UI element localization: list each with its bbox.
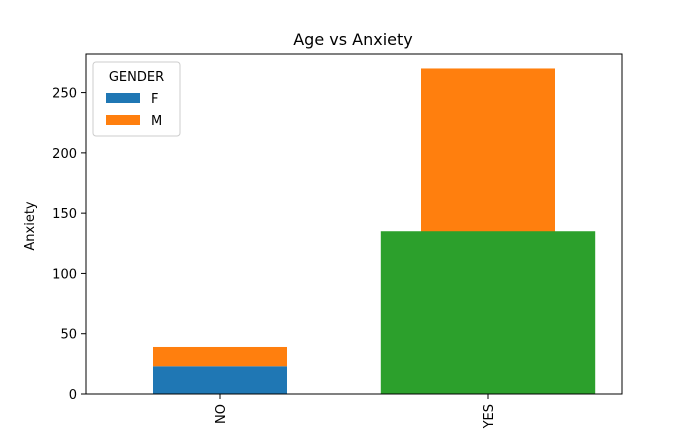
bar-f-no (153, 366, 287, 394)
plot-frame (85, 53, 623, 395)
y-tick-label: 150 (52, 207, 77, 222)
legend-label-f: F (151, 92, 158, 107)
bar-overlay-yes (380, 231, 596, 394)
x-tick-label-no: NO (214, 404, 229, 424)
legend-title: GENDER (109, 70, 164, 85)
legend-label-m: M (151, 114, 162, 129)
chart-title: Age vs Anxiety (293, 30, 413, 49)
y-tick-label: 200 (52, 147, 77, 162)
legend-swatch-f (106, 93, 140, 103)
y-axis-label: Anxiety (23, 201, 38, 251)
y-tick-label: 250 (52, 87, 77, 102)
legend: GENDER FM (92, 61, 181, 137)
y-tick-label: 50 (60, 328, 77, 343)
bars-group (153, 68, 596, 395)
y-tick-label: 0 (69, 388, 77, 403)
x-tick-label-yes: YES (482, 404, 497, 429)
y-tick-label: 100 (52, 267, 77, 282)
axes-group: 0 50 100 150 200 250 NO YES (52, 53, 623, 429)
legend-swatch-m (106, 115, 140, 125)
bar-m-no (153, 346, 287, 367)
